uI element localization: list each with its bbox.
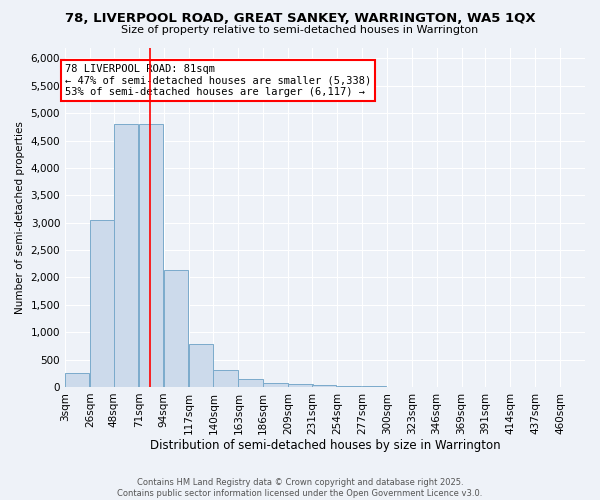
Bar xyxy=(188,344,213,387)
Y-axis label: Number of semi-detached properties: Number of semi-detached properties xyxy=(15,121,25,314)
Text: 78, LIVERPOOL ROAD, GREAT SANKEY, WARRINGTON, WA5 1QX: 78, LIVERPOOL ROAD, GREAT SANKEY, WARRIN… xyxy=(65,12,535,26)
Text: Size of property relative to semi-detached houses in Warrington: Size of property relative to semi-detach… xyxy=(121,25,479,35)
Bar xyxy=(139,124,163,387)
Bar xyxy=(337,386,361,387)
Bar xyxy=(362,386,386,387)
Bar xyxy=(164,270,188,387)
Text: 78 LIVERPOOL ROAD: 81sqm
← 47% of semi-detached houses are smaller (5,338)
53% o: 78 LIVERPOOL ROAD: 81sqm ← 47% of semi-d… xyxy=(65,64,371,97)
Bar xyxy=(114,124,138,387)
Bar xyxy=(263,383,287,387)
Bar xyxy=(65,374,89,387)
Bar xyxy=(288,384,313,387)
Bar xyxy=(214,370,238,387)
Bar xyxy=(238,380,263,387)
X-axis label: Distribution of semi-detached houses by size in Warrington: Distribution of semi-detached houses by … xyxy=(150,440,500,452)
Bar xyxy=(90,220,115,387)
Text: Contains HM Land Registry data © Crown copyright and database right 2025.
Contai: Contains HM Land Registry data © Crown c… xyxy=(118,478,482,498)
Bar xyxy=(312,386,337,387)
